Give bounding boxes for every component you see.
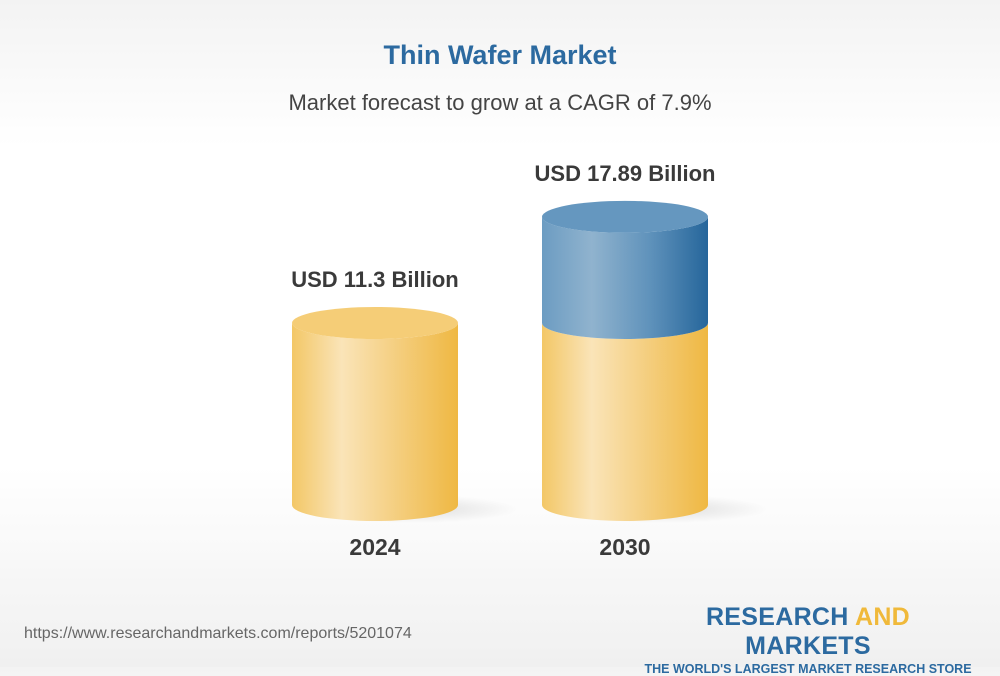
- chart-subtitle: Market forecast to grow at a CAGR of 7.9…: [288, 90, 712, 115]
- data-label: USD 11.3 Billion: [291, 267, 459, 292]
- source-url[interactable]: https://www.researchandmarkets.com/repor…: [24, 625, 412, 642]
- chart-title: Thin Wafer Market: [383, 40, 617, 70]
- x-tick-label: 2030: [599, 534, 650, 560]
- logo: RESEARCH AND MARKETS THE WORLD'S LARGEST…: [644, 603, 972, 676]
- data-label: USD 17.89 Billion: [535, 161, 716, 186]
- x-tick-label: 2024: [349, 534, 400, 560]
- bar-2030-base: [542, 323, 708, 521]
- bar-2024-base: [292, 323, 458, 521]
- bar-top: [292, 307, 458, 339]
- bar-2030-growth: [542, 216, 708, 339]
- bar-top: [542, 200, 708, 233]
